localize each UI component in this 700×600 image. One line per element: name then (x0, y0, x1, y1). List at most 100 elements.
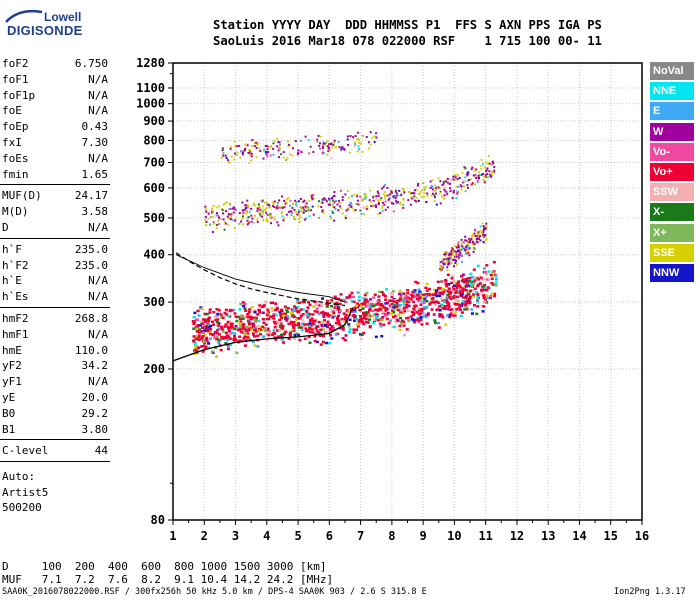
echo-point (456, 191, 459, 194)
echo-point (220, 218, 223, 221)
echo-point (472, 247, 475, 250)
echo-point (241, 317, 245, 320)
x-tick-label: 7 (357, 529, 364, 543)
echo-point (402, 292, 406, 295)
echo-point (322, 141, 325, 144)
echo-point (466, 277, 470, 280)
echo-point (356, 203, 359, 206)
echo-point (224, 341, 228, 345)
echo-point (222, 218, 225, 221)
echo-point (341, 146, 344, 149)
echo-point (455, 287, 459, 290)
echo-point (471, 166, 474, 169)
header-line1: Station YYYY DAY DDD HHMMSS P1 FFS S AXN… (213, 18, 602, 32)
echo-point (420, 323, 424, 326)
echo-point (358, 315, 362, 318)
echo-point (363, 293, 367, 297)
echo-point (470, 312, 474, 315)
echo-point (454, 245, 457, 248)
param-name: hmF2 (2, 312, 29, 325)
param-value: 20.0 (81, 391, 109, 404)
echo-point (444, 190, 447, 193)
echo-point (486, 278, 490, 281)
echo-point (461, 296, 465, 299)
echo-point (453, 250, 456, 253)
echo-point (477, 231, 480, 234)
echo-point (471, 182, 474, 185)
echo-point (479, 235, 482, 238)
echo-point (290, 214, 293, 217)
echo-point (229, 332, 233, 335)
echo-point (263, 148, 266, 151)
echo-point (312, 305, 316, 308)
echo-point (425, 305, 429, 309)
echo-point (308, 322, 312, 325)
echo-point (406, 309, 410, 313)
param-value: N/A (88, 151, 108, 165)
echo-point (242, 304, 246, 308)
echo-point (414, 295, 418, 299)
echo-point (386, 206, 389, 209)
echo-point (220, 336, 224, 339)
echo-point (444, 180, 447, 183)
echo-point (460, 254, 463, 257)
echo-point (219, 313, 223, 316)
echo-point (273, 216, 276, 219)
echo-point (222, 152, 225, 155)
echo-point (234, 208, 237, 211)
echo-point (354, 310, 358, 313)
echo-point (417, 199, 420, 202)
echo-point (456, 192, 459, 195)
echo-point (268, 317, 272, 321)
echo-point (297, 200, 300, 203)
echo-point (431, 188, 434, 191)
echo-point (377, 295, 381, 298)
echo-point (381, 304, 385, 308)
echo-point (379, 324, 383, 328)
echo-point (245, 336, 249, 339)
echo-point (200, 307, 204, 311)
echo-point (233, 140, 236, 143)
echo-point (310, 319, 314, 322)
echo-point (317, 320, 321, 324)
echo-point (213, 222, 216, 225)
echo-point (417, 320, 421, 323)
echo-point (224, 308, 228, 312)
echo-point (266, 203, 269, 206)
echo-point (192, 327, 196, 330)
echo-point (202, 326, 206, 330)
echo-point (462, 241, 465, 244)
echo-point (311, 313, 315, 316)
echo-point (343, 319, 347, 323)
profile-curve (172, 307, 354, 362)
echo-point (406, 292, 410, 295)
echo-point (458, 248, 461, 251)
echo-point (467, 172, 470, 175)
echo-point (352, 328, 356, 331)
echo-point (450, 255, 453, 258)
echo-point (327, 146, 330, 149)
echo-point (308, 341, 312, 344)
echo-point (426, 312, 430, 315)
echo-point (467, 246, 470, 249)
echo-point (437, 186, 440, 189)
echo-point (439, 303, 443, 306)
echo-point (476, 264, 480, 268)
echo-point (251, 145, 254, 148)
echo-point (478, 171, 481, 174)
echo-point (381, 318, 385, 322)
echo-point (347, 324, 351, 328)
echo-point (465, 307, 469, 311)
echo-point (441, 307, 445, 310)
echo-point (386, 186, 389, 189)
echo-point (330, 325, 334, 329)
echo-point (424, 293, 428, 296)
echo-point (392, 196, 395, 199)
echo-point (344, 215, 347, 218)
echo-point (362, 322, 366, 326)
echo-point (227, 330, 231, 333)
echo-point (448, 254, 451, 257)
param-value: 6.750 (74, 57, 108, 70)
echo-point (432, 313, 436, 316)
echo-point (429, 186, 432, 189)
